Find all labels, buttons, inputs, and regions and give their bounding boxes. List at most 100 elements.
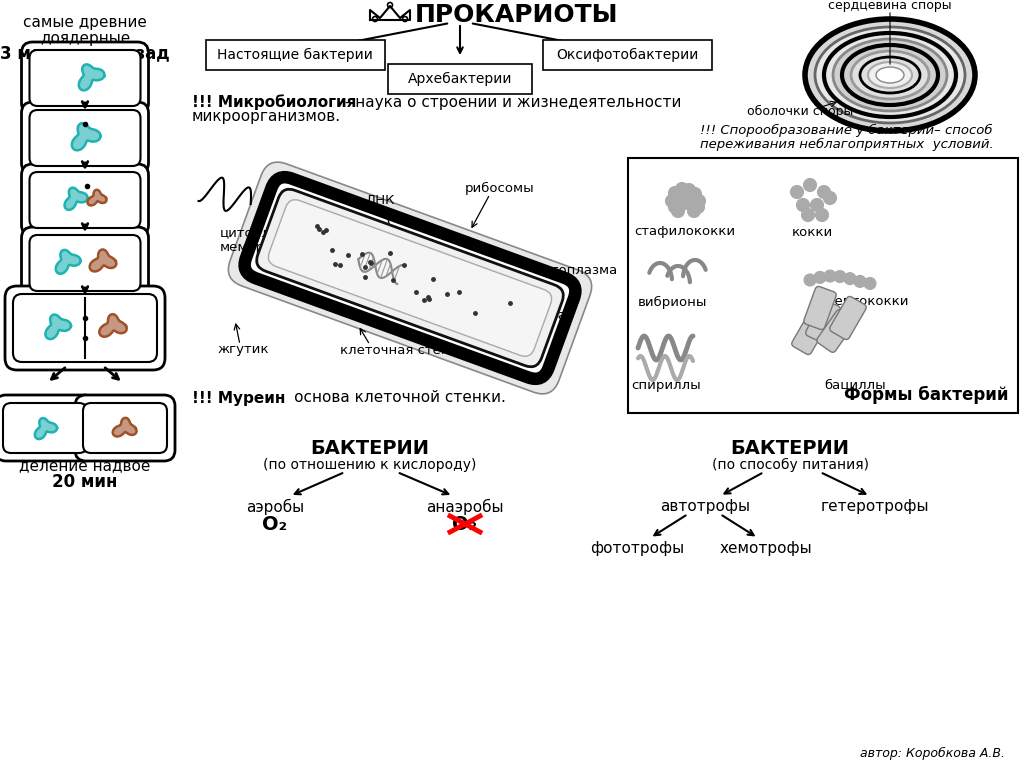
Circle shape bbox=[692, 194, 706, 207]
Text: оболочки споры: оболочки споры bbox=[746, 104, 853, 118]
FancyBboxPatch shape bbox=[5, 286, 165, 370]
Text: О₂: О₂ bbox=[453, 515, 477, 534]
Text: БАКТЕРИИ: БАКТЕРИИ bbox=[730, 439, 850, 458]
Circle shape bbox=[683, 197, 695, 210]
Circle shape bbox=[672, 204, 684, 217]
FancyBboxPatch shape bbox=[228, 162, 592, 394]
Text: рибосомы: рибосомы bbox=[465, 181, 535, 194]
Circle shape bbox=[804, 274, 816, 286]
Polygon shape bbox=[90, 250, 117, 271]
Text: самые древние: самые древние bbox=[24, 15, 146, 31]
Circle shape bbox=[823, 191, 837, 204]
Text: вибрионы: вибрионы bbox=[637, 296, 707, 309]
Circle shape bbox=[688, 187, 701, 200]
Circle shape bbox=[811, 198, 823, 211]
Ellipse shape bbox=[868, 62, 912, 88]
Text: микроорганизмов.: микроорганизмов. bbox=[193, 110, 341, 124]
Text: кокки: кокки bbox=[792, 226, 833, 239]
Text: 20 мин: 20 мин bbox=[52, 473, 118, 491]
Circle shape bbox=[691, 200, 705, 214]
Polygon shape bbox=[113, 418, 136, 436]
Circle shape bbox=[815, 208, 828, 221]
FancyBboxPatch shape bbox=[22, 102, 148, 174]
FancyBboxPatch shape bbox=[75, 395, 175, 461]
Text: автотрофы: автотрофы bbox=[660, 499, 750, 515]
Text: !!! Муреин: !!! Муреин bbox=[193, 390, 286, 406]
Text: Оксифотобактерии: Оксифотобактерии bbox=[556, 48, 698, 62]
Text: фототрофы: фототрофы bbox=[590, 541, 684, 555]
Text: -  основа клеточной стенки.: - основа клеточной стенки. bbox=[274, 390, 506, 406]
Polygon shape bbox=[35, 418, 57, 439]
Text: Настоящие бактерии: Настоящие бактерии bbox=[217, 48, 373, 62]
Text: БАКТЕРИИ: БАКТЕРИИ bbox=[310, 439, 429, 458]
FancyBboxPatch shape bbox=[22, 227, 148, 299]
FancyBboxPatch shape bbox=[83, 403, 167, 453]
FancyBboxPatch shape bbox=[792, 312, 828, 355]
FancyBboxPatch shape bbox=[13, 294, 157, 362]
Text: ПРОКАРИОТЫ: ПРОКАРИОТЫ bbox=[415, 3, 618, 27]
Circle shape bbox=[797, 198, 810, 211]
Polygon shape bbox=[72, 123, 100, 151]
Text: капсула: капсула bbox=[510, 309, 567, 322]
Text: (по способу питания): (по способу питания) bbox=[712, 458, 868, 472]
Text: !!! Спорообразование у бактерий– способ: !!! Спорообразование у бактерий– способ bbox=[700, 124, 992, 137]
Text: хемотрофы: хемотрофы bbox=[720, 541, 812, 555]
FancyBboxPatch shape bbox=[817, 310, 855, 353]
Text: автор: Коробкова А.В.: автор: Коробкова А.В. bbox=[860, 746, 1005, 760]
Polygon shape bbox=[79, 65, 104, 91]
Circle shape bbox=[814, 271, 826, 283]
Text: бациллы: бациллы bbox=[824, 379, 886, 392]
Text: цитоплазма: цитоплазма bbox=[534, 263, 618, 276]
FancyBboxPatch shape bbox=[388, 64, 532, 94]
FancyBboxPatch shape bbox=[206, 40, 385, 70]
Circle shape bbox=[844, 273, 856, 285]
Text: - наука о строении и жизнедеятельности: - наука о строении и жизнедеятельности bbox=[340, 94, 681, 110]
Circle shape bbox=[864, 277, 876, 290]
Circle shape bbox=[685, 191, 698, 204]
Text: Архебактерии: Архебактерии bbox=[408, 72, 512, 86]
Ellipse shape bbox=[815, 27, 965, 123]
Text: спириллы: спириллы bbox=[631, 379, 700, 392]
Text: анаэробы: анаэробы bbox=[426, 499, 504, 515]
Circle shape bbox=[804, 178, 816, 191]
Polygon shape bbox=[45, 315, 71, 339]
FancyBboxPatch shape bbox=[543, 40, 712, 70]
FancyBboxPatch shape bbox=[0, 395, 95, 461]
Text: доядерные: доядерные bbox=[40, 31, 130, 45]
Text: деление надвое: деление надвое bbox=[19, 458, 151, 474]
Circle shape bbox=[854, 276, 866, 287]
Text: аэробы: аэробы bbox=[246, 499, 304, 515]
Circle shape bbox=[802, 208, 814, 221]
Polygon shape bbox=[65, 187, 88, 210]
Circle shape bbox=[676, 183, 688, 196]
Text: мембрана: мембрана bbox=[220, 240, 290, 253]
FancyBboxPatch shape bbox=[628, 158, 1018, 413]
Text: клеточная стенка: клеточная стенка bbox=[340, 343, 466, 356]
Polygon shape bbox=[99, 314, 127, 336]
FancyBboxPatch shape bbox=[30, 172, 140, 228]
Text: !!! Микробиология: !!! Микробиология bbox=[193, 94, 356, 110]
Ellipse shape bbox=[805, 19, 975, 131]
Text: ДНК: ДНК bbox=[366, 194, 394, 207]
Circle shape bbox=[834, 270, 846, 283]
Circle shape bbox=[669, 200, 682, 214]
FancyBboxPatch shape bbox=[268, 200, 552, 356]
Bar bbox=[79, 298, 91, 358]
Ellipse shape bbox=[833, 39, 947, 111]
Text: (по отношению к кислороду): (по отношению к кислороду) bbox=[263, 458, 477, 472]
FancyBboxPatch shape bbox=[22, 42, 148, 114]
Text: гетеротрофы: гетеротрофы bbox=[821, 499, 929, 515]
FancyBboxPatch shape bbox=[3, 403, 87, 453]
FancyBboxPatch shape bbox=[829, 296, 866, 339]
FancyBboxPatch shape bbox=[257, 189, 563, 367]
FancyBboxPatch shape bbox=[245, 177, 575, 379]
Circle shape bbox=[672, 191, 684, 204]
Polygon shape bbox=[87, 190, 106, 206]
FancyBboxPatch shape bbox=[30, 235, 140, 291]
Circle shape bbox=[817, 186, 830, 198]
Text: стафилококки: стафилококки bbox=[635, 226, 735, 239]
Text: 3 млрд лет назад: 3 млрд лет назад bbox=[0, 45, 170, 63]
Circle shape bbox=[791, 186, 804, 198]
Circle shape bbox=[687, 204, 700, 217]
Text: О₂: О₂ bbox=[262, 515, 288, 534]
